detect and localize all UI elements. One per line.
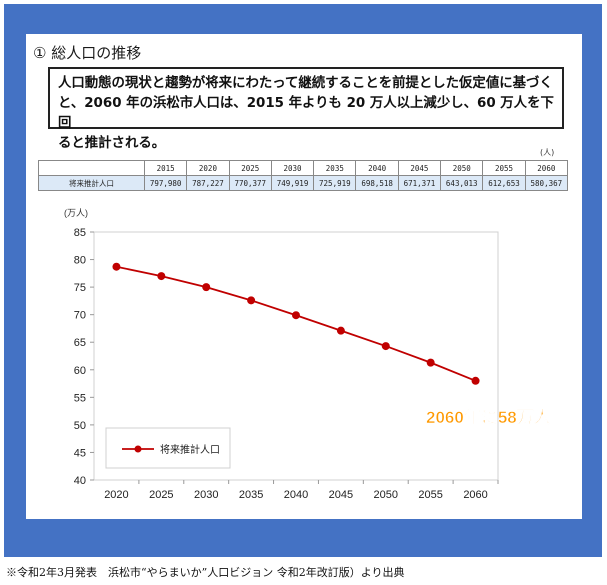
- year-header: 2035: [313, 160, 357, 176]
- table-cell: 643,013: [440, 175, 484, 191]
- x-tick-label: 2045: [329, 489, 353, 501]
- data-point: [112, 262, 121, 271]
- year-header: 2015: [143, 160, 188, 176]
- y-tick-label: 50: [74, 420, 86, 432]
- data-point: [247, 296, 256, 305]
- data-point: [157, 272, 166, 281]
- year-header: 2050: [440, 160, 484, 176]
- y-tick-label: 45: [74, 447, 86, 459]
- y-tick-label: 40: [74, 475, 86, 487]
- year-header: 2055: [482, 160, 526, 176]
- x-tick-label: 2055: [418, 489, 442, 501]
- x-tick-label: 2035: [239, 489, 263, 501]
- section-heading: ① 総人口の推移: [33, 44, 142, 62]
- table-header-row: 2015 2020 2025 2030 2035 2040 2045 2050 …: [38, 160, 569, 176]
- row-label: 将来推計人口: [38, 175, 145, 191]
- table-cell: 580,367: [524, 175, 569, 191]
- data-point: [292, 311, 300, 320]
- legend-label: 将来推計人口: [160, 443, 220, 456]
- y-tick-label: 70: [74, 310, 86, 322]
- x-tick-label: 2050: [374, 489, 398, 501]
- year-header: 2045: [397, 160, 442, 176]
- population-table: 2015 2020 2025 2030 2035 2040 2045 2050 …: [38, 160, 569, 191]
- summary-box: 人口動態の現状と趨勢が将来にわたって継続することを前提とした仮定値に基づく と、…: [48, 67, 564, 151]
- table-corner-cell: [38, 160, 145, 176]
- year-header: 2025: [228, 160, 272, 176]
- x-tick-label: 2020: [104, 489, 128, 501]
- table-unit: (人): [540, 148, 555, 157]
- year-header: 2030: [270, 160, 315, 176]
- x-tick-label: 2040: [284, 489, 308, 501]
- table-cell: 612,653: [482, 175, 526, 191]
- x-tick-label: 2030: [194, 489, 218, 501]
- table-cell: 797,980: [143, 175, 188, 191]
- table-cell: 698,518: [355, 175, 399, 191]
- table-cell: 749,919: [270, 175, 315, 191]
- data-point: [381, 342, 390, 351]
- table-cell: 787,227: [186, 175, 230, 191]
- y-tick-label: 60: [74, 365, 86, 377]
- population-chart: (万人) 40 45 50 55 60 65 70 75 80 85 2020 2025 2030 2035…: [38, 202, 578, 512]
- table-row: 将来推計人口 797,980 787,227 770,377 749,919 7…: [38, 175, 569, 191]
- y-tick-label: 85: [74, 227, 86, 239]
- y-tick-label: 80: [74, 255, 86, 267]
- data-point: [426, 358, 435, 367]
- table-cell: 770,377: [228, 175, 272, 191]
- series-line: [116, 265, 476, 382]
- annotation-label: 2060年に58万人: [426, 407, 552, 427]
- source-footnote: ※令和2年3月発表 浜松市“やらまいか”人口ビジョン 令和2年改訂版）より出典: [6, 566, 405, 579]
- y-tick-label: 55: [74, 392, 86, 404]
- legend-marker: [134, 445, 142, 453]
- y-tick-label: 65: [74, 337, 86, 349]
- year-header: 2060: [524, 160, 569, 176]
- data-point: [336, 326, 345, 335]
- x-tick-label: 2060: [463, 489, 487, 501]
- legend-box: [105, 427, 231, 469]
- year-header: 2040: [355, 160, 399, 176]
- data-point: [202, 283, 211, 292]
- chart-svg: (万人) 40 45 50 55 60 65 70 75 80 85 2020 2025 2030 2035…: [64, 208, 552, 501]
- year-header: 2020: [186, 160, 230, 176]
- table-cell: 725,919: [313, 175, 357, 191]
- y-tick-label: 75: [74, 282, 86, 294]
- table-cell: 671,371: [397, 175, 442, 191]
- summary-line-1: 人口動態の現状と趨勢が将来にわたって継続することを前提とした仮定値に基づく: [58, 76, 553, 91]
- summary-line-3: ると推計される。: [58, 136, 166, 151]
- x-tick-label: 2025: [149, 489, 173, 501]
- summary-line-2: と、2060 年の浜松市人口は、2015 年よりも 20 万人以上減少し、60 …: [58, 96, 554, 131]
- y-axis-unit: (万人): [64, 208, 88, 218]
- plot-area: [93, 231, 499, 481]
- data-point: [471, 376, 480, 385]
